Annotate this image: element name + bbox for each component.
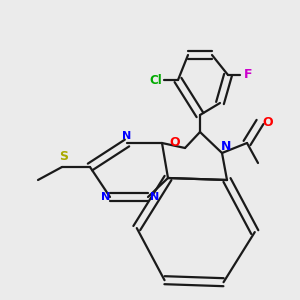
Text: N: N bbox=[221, 140, 231, 154]
Text: N: N bbox=[150, 192, 160, 202]
Text: N: N bbox=[122, 131, 132, 141]
Text: F: F bbox=[244, 68, 252, 82]
Text: Cl: Cl bbox=[150, 74, 162, 86]
Text: N: N bbox=[101, 192, 111, 202]
Text: S: S bbox=[59, 151, 68, 164]
Text: O: O bbox=[263, 116, 273, 128]
Text: O: O bbox=[170, 136, 180, 149]
